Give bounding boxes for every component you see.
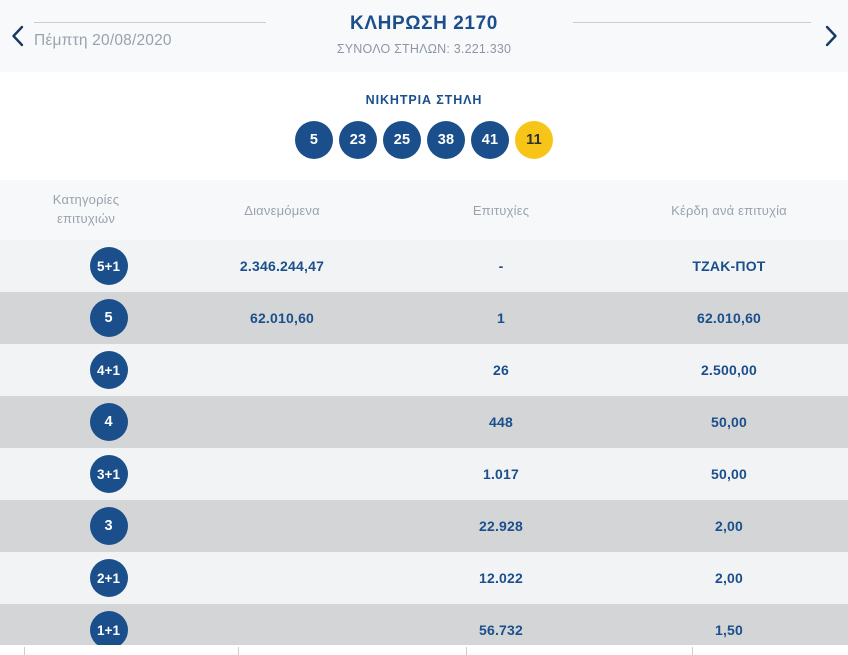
total-columns-label: ΣΥΝΟΛΟ ΣΤΗΛΩΝ: 3.221.330 — [336, 42, 512, 56]
page-title: ΚΛΗΡΩΣΗ 2170 — [350, 13, 498, 34]
table-row: 3 22.928 2,00 — [0, 500, 848, 552]
column-header-categories-line1: Κατηγορίες — [52, 192, 120, 208]
draw-summary: ΚΛΗΡΩΣΗ 2170 ΣΥΝΟΛΟ ΣΤΗΛΩΝ: 3.221.330 — [289, 0, 559, 56]
category-cell: 1+1 — [0, 604, 172, 655]
column-header-winners: Επιτυχίες — [392, 180, 610, 240]
table-row: 2+1 12.022 2,00 — [0, 552, 848, 604]
category-badge: 5+1 — [89, 247, 128, 285]
winning-ball: 23 — [339, 121, 377, 159]
winners-cell: - — [498, 258, 504, 274]
prize-cell: 50,00 — [710, 414, 748, 430]
nav-rule-left — [34, 22, 266, 23]
table-header-row: Κατηγορίες επιτυχιών Διανεμόμενα Επιτυχί… — [0, 180, 848, 240]
table-row: 3+1 1.017 50,00 — [0, 448, 848, 500]
draw-date: Πέμπτη 20/08/2020 — [34, 32, 172, 49]
winning-numbers-list: 5 23 25 38 41 11 — [0, 121, 848, 159]
category-cell: 4+1 — [0, 344, 172, 396]
winners-cell: 26 — [493, 362, 509, 378]
next-draw-button[interactable] — [814, 0, 848, 72]
nav-rule-right — [573, 22, 811, 23]
table-row: 5+1 2.346.244,47 - ΤΖΑΚ-ΠΟΤ — [0, 240, 848, 292]
winners-cell: 1 — [497, 310, 505, 326]
prize-cell: 2,00 — [714, 570, 744, 586]
column-divider — [24, 647, 25, 655]
winning-ball: 5 — [295, 121, 333, 159]
column-header-categories: Κατηγορίες επιτυχιών — [0, 180, 172, 240]
category-badge: 5 — [89, 299, 128, 337]
distributed-cell — [172, 344, 392, 396]
category-badge: 3+1 — [89, 455, 128, 493]
winning-ball: 38 — [427, 121, 465, 159]
winning-ball: 25 — [383, 121, 421, 159]
column-header-categories-line2: επιτυχιών — [56, 211, 116, 226]
winning-ball: 41 — [471, 121, 509, 159]
chevron-right-icon — [825, 25, 838, 47]
prize-breakdown-table: Κατηγορίες επιτυχιών Διανεμόμενα Επιτυχί… — [0, 180, 848, 655]
category-cell: 5 — [0, 292, 172, 344]
prize-cell: 2,00 — [714, 518, 744, 534]
previous-draw-button[interactable] — [0, 0, 34, 72]
column-header-prize: Κέρδη ανά επιτυχία — [610, 180, 848, 240]
column-divider — [692, 647, 693, 655]
category-cell: 3 — [0, 500, 172, 552]
column-header-distributed: Διανεμόμενα — [172, 180, 392, 240]
winners-cell: 56.732 — [478, 622, 524, 638]
distributed-cell — [172, 552, 392, 604]
prize-cell: 50,00 — [710, 466, 748, 482]
table-row: 5 62.010,60 1 62.010,60 — [0, 292, 848, 344]
table-body: 5+1 2.346.244,47 - ΤΖΑΚ-ΠΟΤ 5 62.010,60 … — [0, 240, 848, 655]
column-divider — [466, 647, 467, 655]
winners-cell: 22.928 — [478, 518, 524, 534]
prize-cell: 1,50 — [714, 622, 744, 638]
category-cell: 2+1 — [0, 552, 172, 604]
table-bottom-edge — [0, 645, 848, 655]
category-cell: 3+1 — [0, 448, 172, 500]
distributed-cell — [172, 396, 392, 448]
table-row: 4+1 26 2.500,00 — [0, 344, 848, 396]
draw-navigator-header: Πέμπτη 20/08/2020 ΚΛΗΡΩΣΗ 2170 ΣΥΝΟΛΟ ΣΤ… — [0, 0, 848, 72]
next-draw-info[interactable] — [559, 0, 814, 23]
winners-cell: 1.017 — [482, 466, 520, 482]
column-divider — [238, 647, 239, 655]
category-badge: 4 — [89, 403, 128, 441]
category-cell: 5+1 — [0, 240, 172, 292]
distributed-cell: 62.010,60 — [249, 310, 315, 326]
chevron-left-icon — [11, 25, 24, 47]
category-badge: 2+1 — [89, 559, 128, 597]
prize-cell: ΤΖΑΚ-ΠΟΤ — [692, 258, 766, 274]
category-cell: 4 — [0, 396, 172, 448]
winning-column-section: ΝΙΚΗΤΡΙΑ ΣΤΗΛΗ 5 23 25 38 41 11 — [0, 72, 848, 159]
category-badge: 4+1 — [89, 351, 128, 389]
winners-cell: 448 — [489, 414, 513, 430]
table-row: 4 448 50,00 — [0, 396, 848, 448]
previous-draw-info[interactable]: Πέμπτη 20/08/2020 — [34, 0, 289, 50]
distributed-cell: 2.346.244,47 — [239, 258, 325, 274]
category-badge: 1+1 — [89, 611, 128, 649]
winners-cell: 12.022 — [478, 570, 524, 586]
category-badge: 3 — [89, 507, 128, 545]
bonus-ball: 11 — [515, 121, 553, 159]
prize-cell: 2.500,00 — [700, 362, 758, 378]
distributed-cell — [172, 448, 392, 500]
winning-column-title: ΝΙΚΗΤΡΙΑ ΣΤΗΛΗ — [365, 93, 483, 107]
distributed-cell — [172, 500, 392, 552]
prize-cell: 62.010,60 — [696, 310, 762, 326]
